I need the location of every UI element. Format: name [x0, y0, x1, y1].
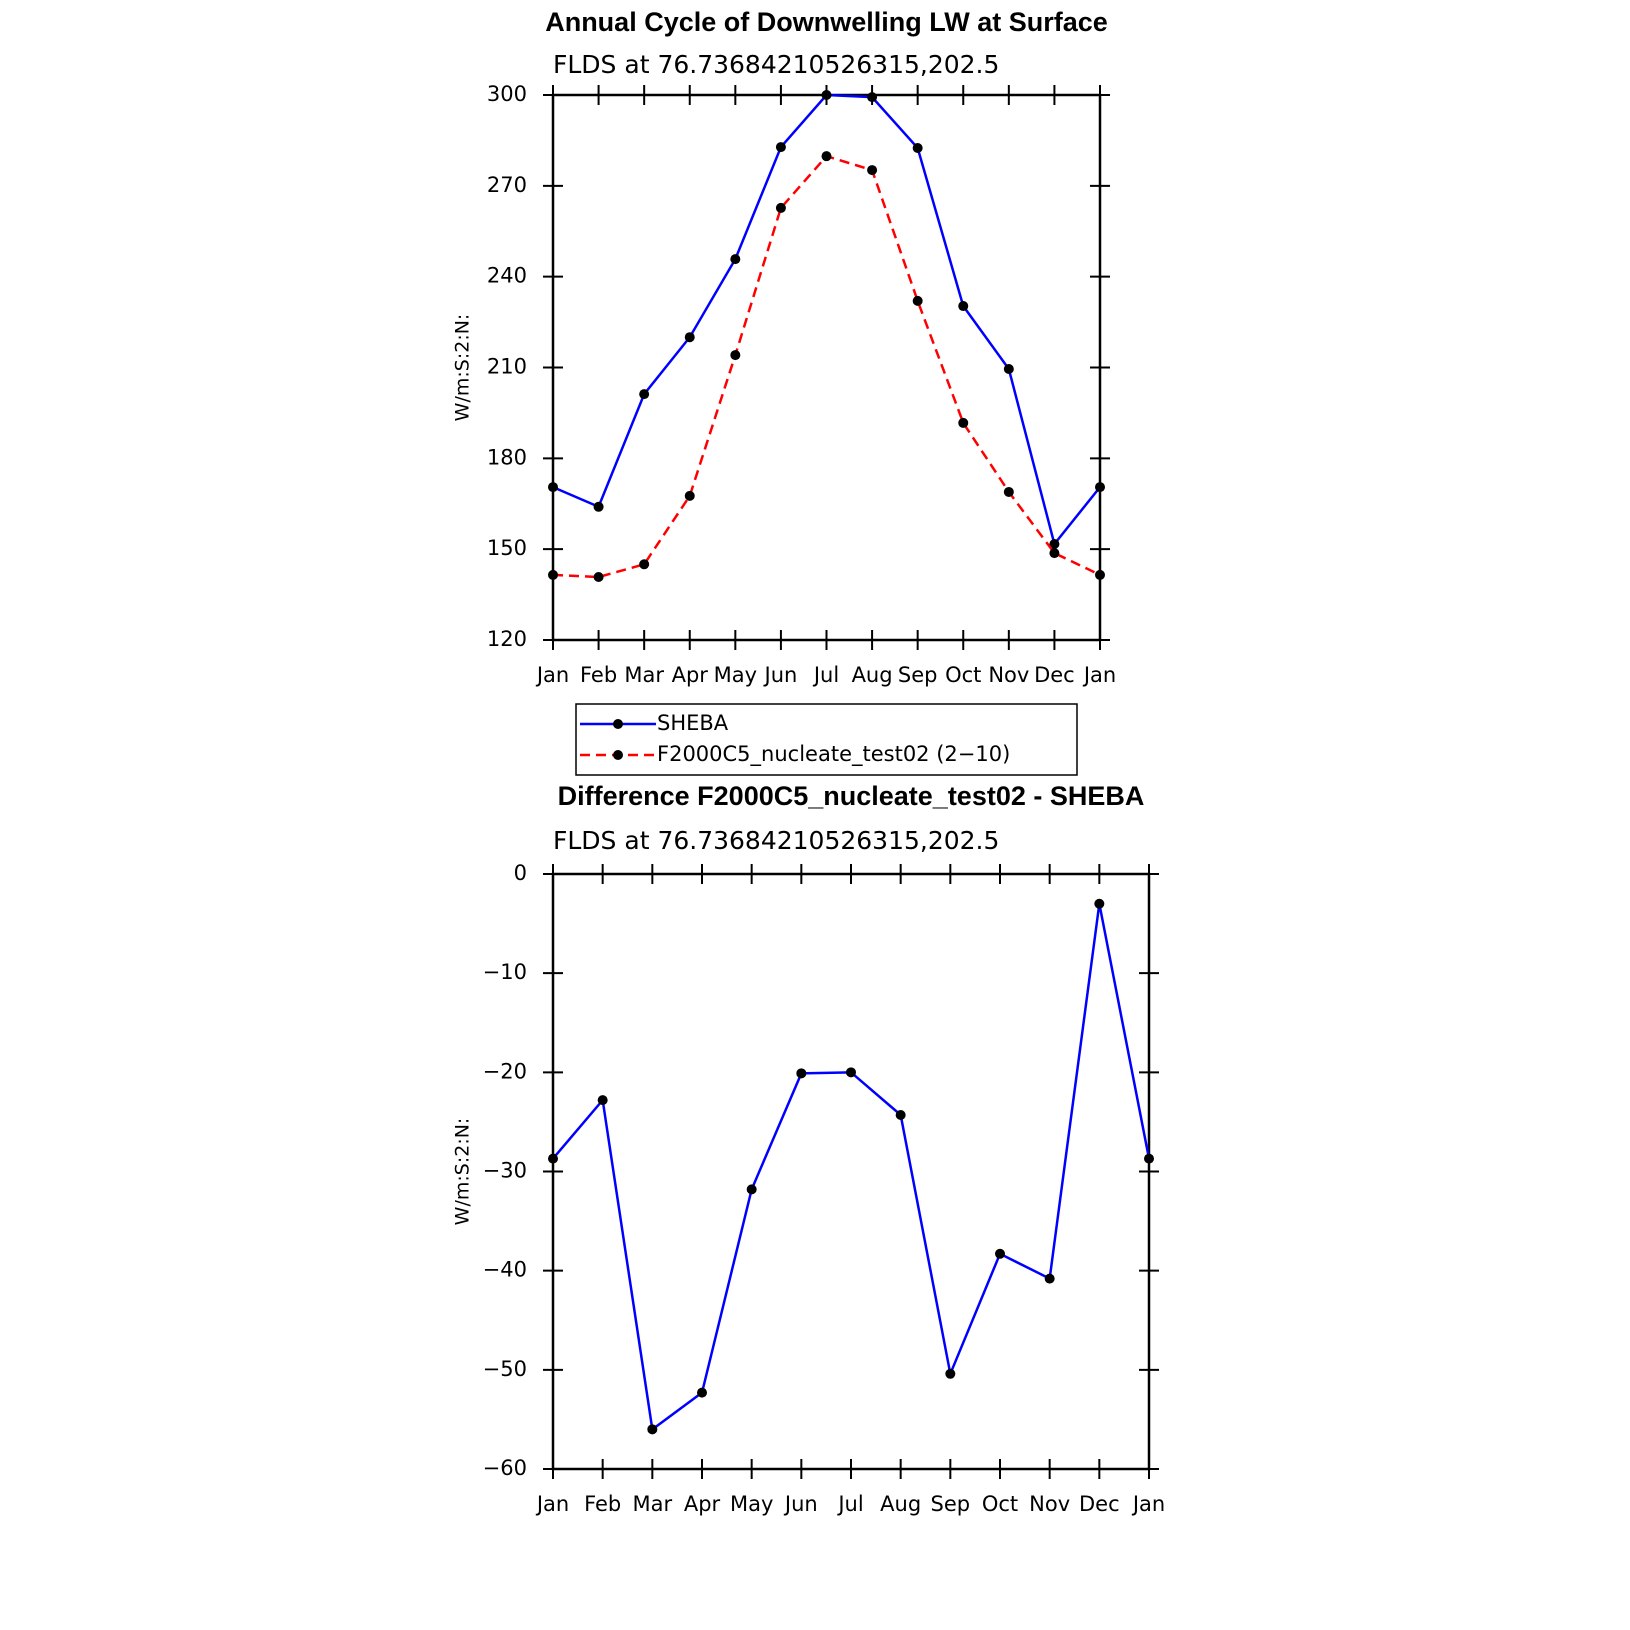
data-point — [912, 295, 923, 306]
x-tick-label: Jan — [1131, 1492, 1165, 1516]
legend-label: SHEBA — [657, 711, 729, 735]
data-point — [1049, 539, 1060, 550]
y-axis-label: W/m:S:2:N: — [452, 314, 474, 422]
y-tick-label: 240 — [487, 264, 527, 288]
legend-marker — [613, 719, 623, 729]
x-tick-label: Mar — [633, 1492, 673, 1516]
series-line — [552, 93, 1101, 547]
x-tick-label: Aug — [852, 663, 893, 687]
data-point — [697, 1387, 707, 1398]
data-point — [647, 1424, 658, 1435]
x-tick-label: Dec — [1079, 1492, 1120, 1516]
x-tick-label: Jan — [535, 663, 569, 687]
x-tick-label: Jan — [1082, 663, 1116, 687]
data-point — [1049, 548, 1060, 559]
legend-box — [575, 703, 1078, 776]
x-tick-label: Dec — [1034, 663, 1075, 687]
chart-subtitle: FLDS at 76.73684210526315,202.5 — [553, 826, 999, 855]
y-tick-label: −50 — [483, 1357, 527, 1381]
data-point — [1094, 898, 1105, 909]
x-tick-label: Jun — [763, 663, 798, 687]
y-tick-label: −40 — [483, 1258, 527, 1282]
chart-subtitle: FLDS at 76.73684210526315,202.5 — [553, 50, 999, 79]
data-point — [1003, 486, 1014, 497]
data-point — [730, 350, 741, 361]
data-point — [746, 1184, 757, 1195]
data-point — [548, 569, 558, 580]
legend-marker — [613, 750, 623, 760]
x-tick-label: May — [730, 1492, 773, 1516]
data-point — [548, 482, 558, 493]
data-point — [821, 90, 832, 100]
x-tick-label: Aug — [880, 1492, 921, 1516]
x-tick-label: Feb — [584, 1492, 621, 1516]
y-tick-label: −10 — [483, 960, 527, 984]
data-point — [796, 1068, 807, 1079]
data-point — [1044, 1273, 1055, 1284]
y-tick-label: −20 — [483, 1059, 527, 1083]
data-point — [548, 1153, 558, 1164]
data-point — [1095, 569, 1105, 580]
data-point — [730, 254, 741, 265]
y-tick-label: 210 — [487, 355, 527, 379]
data-point — [867, 92, 878, 103]
chart-title: Annual Cycle of Downwelling LW at Surfac… — [545, 7, 1108, 37]
data-point — [821, 151, 832, 162]
data-point — [639, 559, 650, 570]
y-tick-label: −60 — [483, 1456, 527, 1480]
data-point — [593, 572, 604, 583]
data-point — [867, 165, 878, 176]
plot-frame — [551, 93, 1102, 642]
data-point — [1144, 1153, 1154, 1164]
x-tick-label: Sep — [898, 663, 938, 687]
series-line — [552, 154, 1101, 579]
x-tick-label: Jul — [812, 663, 839, 687]
legend-label: F2000C5_nucleate_test02 (2−10) — [657, 742, 1010, 767]
y-tick-label: 180 — [487, 445, 527, 469]
data-point — [945, 1368, 956, 1379]
x-tick-label: Apr — [672, 663, 709, 687]
x-tick-label: Jul — [836, 1492, 863, 1516]
data-point — [1003, 364, 1014, 375]
series-line — [552, 903, 1151, 1432]
x-tick-label: Mar — [624, 663, 664, 687]
y-tick-label: 270 — [487, 173, 527, 197]
data-point — [775, 142, 786, 153]
data-point — [593, 501, 604, 512]
chart-title: Difference F2000C5_nucleate_test02 - SHE… — [558, 781, 1145, 811]
data-point — [958, 417, 969, 428]
y-tick-label: 300 — [487, 82, 527, 106]
y-axis-label: W/m:S:2:N: — [452, 1118, 474, 1226]
data-point — [775, 202, 786, 213]
data-point — [1095, 482, 1105, 493]
y-tick-label: −30 — [483, 1159, 527, 1183]
x-tick-label: Oct — [945, 663, 981, 687]
data-point — [995, 1248, 1005, 1259]
data-point — [912, 142, 923, 153]
plot-frame — [551, 872, 1151, 1471]
x-tick-label: May — [714, 663, 757, 687]
x-tick-label: Jan — [535, 1492, 569, 1516]
y-tick-label: 0 — [514, 861, 527, 885]
data-point — [597, 1095, 608, 1106]
data-point — [639, 389, 650, 400]
data-point — [895, 1109, 906, 1120]
x-tick-label: Feb — [580, 663, 617, 687]
x-tick-label: Nov — [988, 663, 1029, 687]
y-tick-label: 120 — [487, 627, 527, 651]
x-tick-label: Jun — [783, 1492, 818, 1516]
data-point — [846, 1067, 856, 1078]
x-tick-label: Sep — [931, 1492, 971, 1516]
data-point — [958, 301, 969, 312]
x-tick-label: Oct — [982, 1492, 1018, 1516]
data-point — [684, 490, 695, 501]
x-tick-label: Apr — [684, 1492, 721, 1516]
data-point — [684, 332, 695, 343]
y-tick-label: 150 — [487, 536, 527, 560]
x-tick-label: Nov — [1029, 1492, 1070, 1516]
